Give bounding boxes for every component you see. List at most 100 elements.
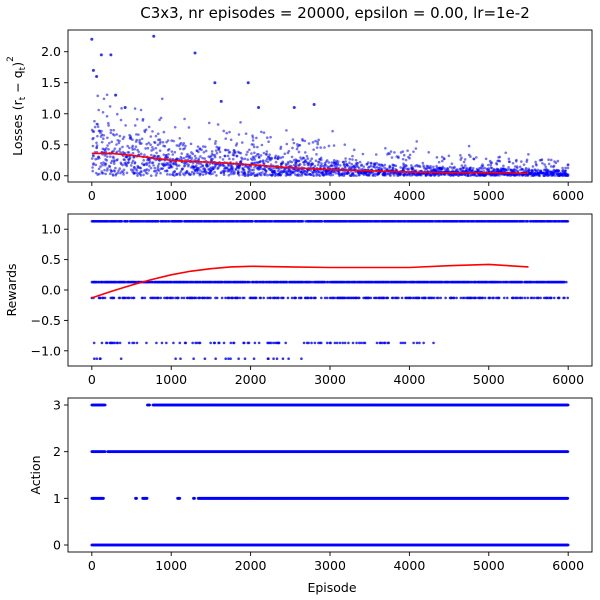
rewards-point bbox=[287, 357, 290, 361]
rewards-point bbox=[505, 296, 509, 300]
losses-point bbox=[180, 152, 183, 155]
losses-point bbox=[189, 142, 193, 146]
losses-point bbox=[193, 154, 197, 158]
rewards-point bbox=[257, 341, 261, 345]
losses-point bbox=[162, 130, 166, 134]
losses-x-tick-label: 1000 bbox=[155, 188, 187, 203]
rewards-point bbox=[437, 296, 440, 300]
losses-point bbox=[316, 142, 320, 146]
losses-point bbox=[101, 163, 104, 167]
rewards-point bbox=[120, 220, 124, 223]
losses-point bbox=[564, 166, 567, 170]
losses-point bbox=[369, 162, 373, 165]
losses-point bbox=[194, 164, 198, 167]
losses-point bbox=[196, 145, 200, 148]
rewards-point bbox=[325, 341, 329, 345]
losses-point bbox=[259, 171, 262, 175]
losses-point bbox=[217, 148, 221, 152]
losses-point bbox=[143, 130, 147, 134]
losses-point bbox=[420, 173, 423, 177]
rewards-point bbox=[242, 296, 246, 300]
losses-point bbox=[95, 75, 99, 79]
losses-point bbox=[146, 172, 149, 175]
losses-x-tick-label: 6000 bbox=[552, 188, 584, 203]
rewards-point bbox=[177, 296, 180, 300]
rewards-point bbox=[277, 296, 280, 300]
losses-point bbox=[257, 153, 260, 156]
losses-point bbox=[226, 148, 230, 152]
rewards-point bbox=[228, 296, 231, 300]
rewards-point bbox=[310, 341, 313, 345]
losses-point bbox=[205, 171, 209, 174]
rewards-point bbox=[220, 296, 224, 300]
losses-point bbox=[405, 164, 408, 168]
losses-point bbox=[540, 158, 544, 161]
losses-point bbox=[187, 163, 190, 166]
losses-point bbox=[233, 171, 236, 175]
rewards-point bbox=[314, 296, 317, 300]
rewards-point bbox=[415, 341, 419, 345]
losses-point bbox=[564, 169, 567, 172]
rewards-point bbox=[275, 357, 279, 361]
losses-point bbox=[231, 157, 235, 161]
losses-point bbox=[528, 168, 531, 172]
losses-axes-frame bbox=[67, 29, 593, 183]
losses-point bbox=[246, 158, 250, 161]
losses-point bbox=[421, 161, 425, 165]
rewards-point bbox=[248, 280, 252, 284]
losses-point bbox=[358, 160, 362, 164]
losses-point bbox=[161, 167, 165, 170]
rewards-point bbox=[401, 341, 405, 345]
rewards-point bbox=[101, 296, 105, 300]
losses-point bbox=[219, 163, 222, 167]
losses-point bbox=[121, 145, 124, 149]
losses-point bbox=[92, 130, 96, 133]
losses-point bbox=[248, 167, 252, 171]
rewards-point bbox=[242, 341, 246, 345]
losses-point bbox=[232, 154, 236, 157]
rewards-point bbox=[118, 296, 122, 300]
rewards-point bbox=[269, 296, 272, 300]
losses-point bbox=[112, 149, 115, 153]
rewards-point bbox=[386, 296, 390, 300]
rewards-point bbox=[99, 296, 102, 300]
losses-point bbox=[152, 164, 155, 167]
losses-point bbox=[281, 155, 285, 159]
losses-point bbox=[460, 156, 463, 160]
losses-point bbox=[324, 163, 327, 167]
losses-point bbox=[139, 166, 143, 170]
rewards-point bbox=[520, 280, 524, 284]
losses-point bbox=[116, 158, 119, 161]
losses-point bbox=[211, 157, 214, 161]
rewards-point bbox=[174, 357, 177, 361]
rewards-point bbox=[375, 296, 378, 300]
losses-point bbox=[211, 172, 214, 175]
rewards-point bbox=[172, 341, 175, 345]
losses-point bbox=[246, 150, 249, 154]
losses-point bbox=[309, 169, 313, 172]
rewards-point bbox=[95, 357, 99, 361]
losses-point bbox=[210, 150, 214, 153]
losses-point bbox=[166, 139, 170, 142]
rewards-point bbox=[215, 296, 219, 300]
rewards-point bbox=[566, 220, 570, 223]
losses-point bbox=[273, 169, 276, 173]
rewards-point bbox=[154, 296, 157, 300]
losses-point bbox=[270, 156, 273, 160]
losses-point bbox=[133, 147, 137, 151]
losses-point bbox=[139, 108, 143, 112]
losses-point bbox=[91, 68, 95, 72]
losses-point bbox=[343, 162, 346, 166]
losses-point bbox=[252, 143, 255, 146]
losses-point bbox=[453, 165, 456, 169]
losses-points bbox=[90, 34, 570, 178]
losses-point bbox=[197, 167, 201, 170]
rewards-point bbox=[135, 341, 139, 345]
losses-point bbox=[332, 159, 336, 162]
losses-point bbox=[334, 171, 338, 175]
losses-point bbox=[311, 162, 315, 166]
losses-point bbox=[446, 167, 449, 170]
rewards-point bbox=[341, 341, 345, 345]
losses-point bbox=[357, 166, 361, 170]
losses-point bbox=[295, 147, 299, 151]
